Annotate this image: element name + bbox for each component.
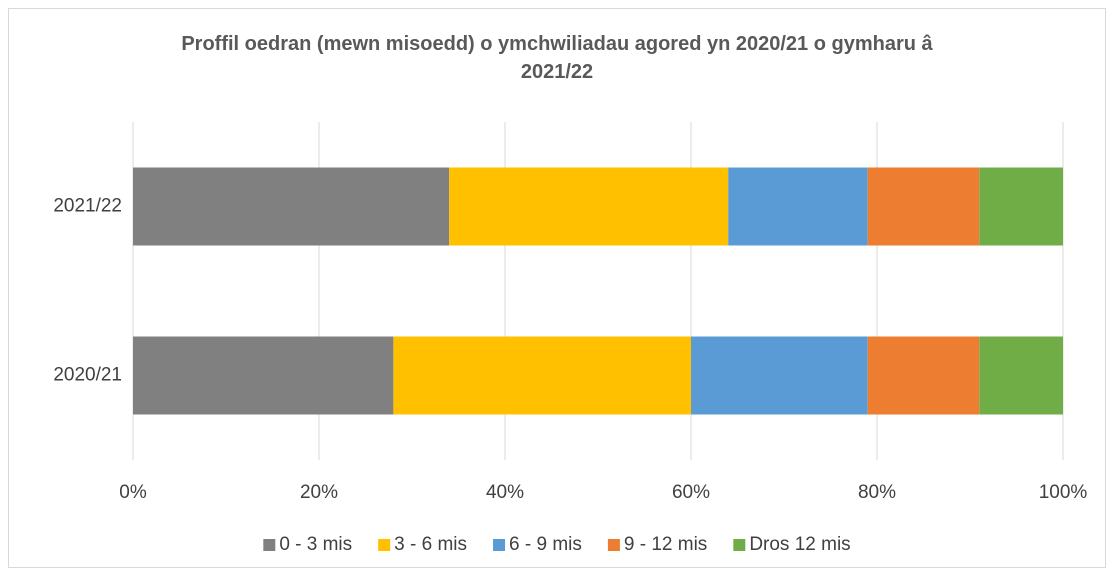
chart-border (8, 8, 1106, 568)
x-tick-label: 40% (486, 482, 524, 503)
bar-segment (449, 167, 729, 246)
bar-segment (867, 336, 980, 415)
legend-label: 6 - 9 mis (509, 534, 582, 555)
legend-swatch (607, 539, 620, 551)
bar-segment (393, 336, 691, 415)
x-tick-label: 20% (300, 482, 338, 503)
legend-label: 0 - 3 mis (279, 534, 352, 555)
x-tick-label: 60% (672, 482, 710, 503)
x-tick-label: 100% (1039, 482, 1088, 503)
legend-label: 3 - 6 mis (394, 534, 467, 555)
legend-swatch (493, 539, 506, 551)
bar-segment (133, 167, 450, 246)
bar-segment (691, 336, 868, 415)
chart-title: Proffil oedran (mewn misoedd) o ymchwili… (181, 33, 933, 83)
legend-swatch (378, 539, 391, 551)
bar-segment (728, 167, 868, 246)
legend-label: 9 - 12 mis (624, 534, 707, 555)
y-tick-label: 2021/22 (53, 196, 122, 217)
bar-segment (979, 167, 1063, 246)
bar-segment (979, 336, 1063, 415)
x-tick-label: 80% (858, 482, 896, 503)
legend-swatch (733, 539, 746, 551)
x-tick-label: 0% (119, 482, 147, 503)
y-tick-label: 2020/21 (53, 365, 122, 386)
legend-label: Dros 12 mis (749, 534, 850, 555)
legend-swatch (263, 539, 276, 551)
bar-segment (867, 167, 980, 246)
bar-segment (133, 336, 394, 415)
